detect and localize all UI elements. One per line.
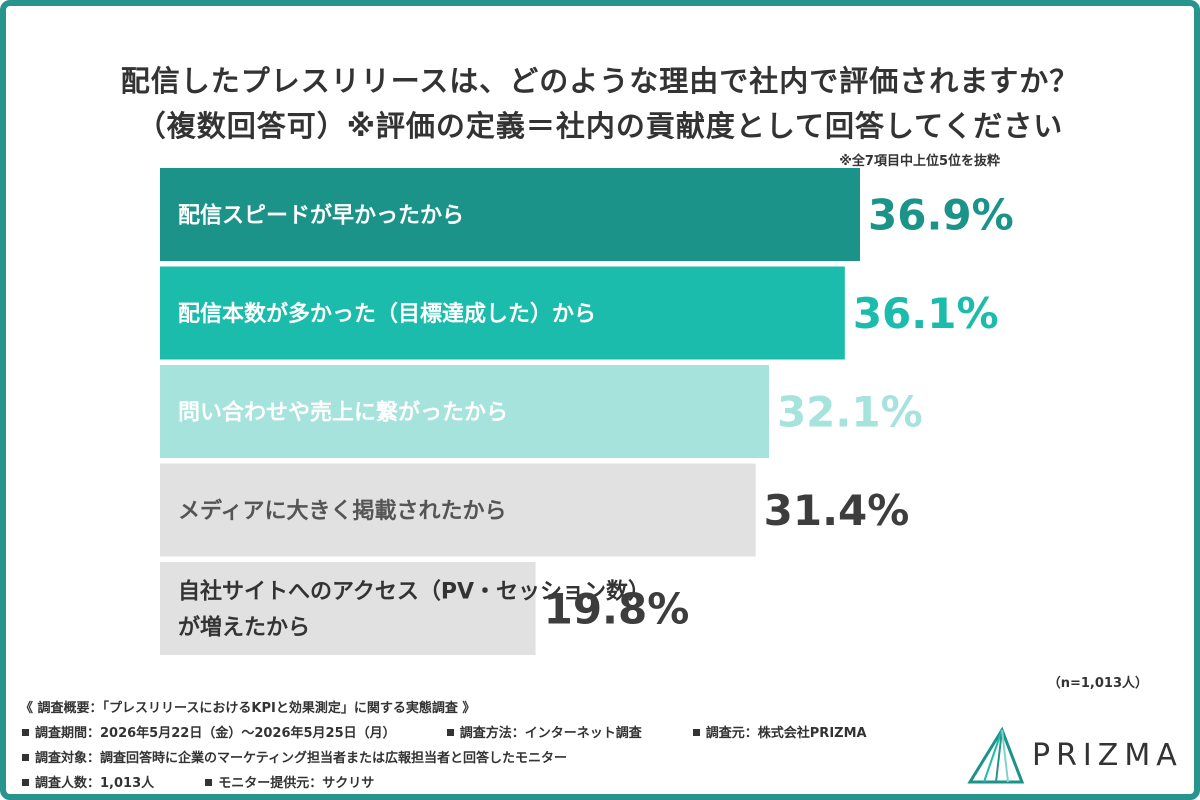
sample-size-note: （n=1,013人） [1047,676,1148,691]
value-label-5: 19.8% [544,585,690,634]
bar-label-5-line1: 自社サイトへのアクセス（PV・セッション数） [178,579,650,605]
value-label-4: 31.4% [764,486,910,535]
bar-1 [160,168,860,261]
survey-row-1: 調査期間：2026年5月22日（金）〜2026年5月25日（月） 調査方法：イン… [20,721,940,746]
survey-period: 調査期間：2026年5月22日（金）〜2026年5月25日（月） [35,726,396,741]
bar-label-1: 配信スピードが早かったから [178,203,464,229]
prizma-logo-icon [967,726,1025,784]
survey-count: 調査人数：1,013人 [35,776,155,791]
top-note: ※全7項目中上位5位を抜粋 [839,154,1000,169]
bullet-square [22,729,29,736]
survey-method: 調査方法：インターネット調査 [459,726,642,741]
logo-text: PRIZMA [1032,738,1183,773]
bullet-square [692,729,700,736]
bar-label-2: 配信本数が多かった（目標達成した）から [178,301,596,327]
bar-label-4: メディアに大きく掲載されたから [178,498,506,524]
bar-2 [160,266,845,360]
chart-title-line1: 配信したプレスリリースは、どのような理由で社内で評価されますか？ [120,64,1080,98]
bullet-square [22,779,29,786]
value-label-3: 32.1% [777,388,923,437]
survey-heading: 《 調査概要：「プレスリリースにおけるKPIと効果測定」に関する実態調査 》 [20,701,476,716]
survey-row-2: 調査対象：調査回答時に企業のマーケティング担当者または広報担当者と回答したモニタ… [20,746,940,771]
bar-3 [160,365,769,458]
survey-target: 調査対象：調査回答時に企業のマーケティング担当者または広報担当者と回答したモニタ… [35,751,567,766]
value-label-2: 36.1% [853,289,999,338]
survey-overview: 《 調査概要：「プレスリリースにおけるKPIと効果測定」に関する実態調査 》 調… [20,696,940,796]
bar-4 [160,463,756,557]
value-label-1: 36.9% [868,191,1014,240]
bullet-square [446,729,454,736]
bar-label-5-line2: が増えたから [178,615,310,641]
chart-title-line2: （複数回答可）※評価の定義＝社内の貢献度として回答してください [136,109,1064,143]
bullet-square [22,754,29,761]
bar-label-3: 問い合わせや売上に繋がったから [178,400,508,426]
survey-provider: モニター提供元：サクリサ [218,776,375,791]
bar-5 [160,562,536,655]
survey-row-3: 調査人数：1,013人 モニター提供元：サクリサ [20,771,940,796]
survey-source: 調査元：株式会社PRIZMA [705,726,867,741]
bullet-square [205,779,213,786]
